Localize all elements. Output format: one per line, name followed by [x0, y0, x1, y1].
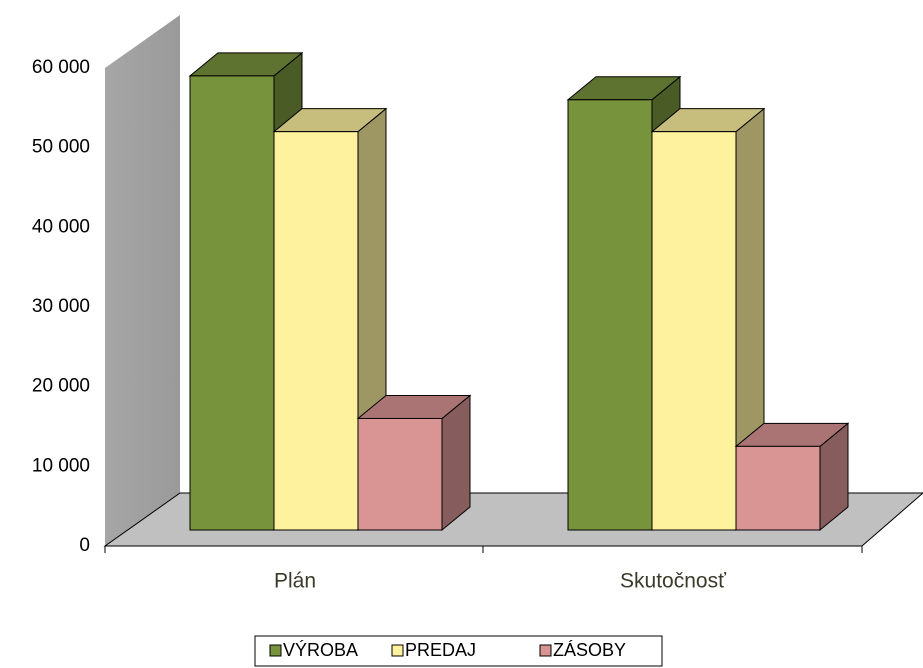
- y-tick-label: 40 000: [32, 216, 90, 237]
- legend-swatch: [269, 644, 282, 657]
- y-tick-label: 60 000: [32, 57, 90, 78]
- y-tick-label: 50 000: [32, 137, 90, 158]
- bar: [273, 131, 359, 531]
- y-tick-label: 20 000: [32, 376, 90, 397]
- bar: [735, 445, 821, 531]
- legend-label: ZÁSOBY: [553, 640, 626, 660]
- x-tick-label: Plán: [274, 570, 316, 593]
- y-tick-label: 0: [79, 535, 90, 556]
- bar: [357, 417, 443, 531]
- y-tick-label: 10 000: [32, 455, 90, 476]
- legend-swatch: [391, 644, 404, 657]
- bar: [189, 75, 275, 531]
- legend-label: VÝROBA: [283, 640, 358, 660]
- bar: [651, 131, 737, 531]
- back-wall: [105, 15, 180, 546]
- x-tick-label: Skutočnosť: [620, 570, 727, 593]
- y-tick-label: 30 000: [32, 296, 90, 317]
- bar: [567, 99, 653, 531]
- legend-box: [254, 635, 663, 667]
- legend-swatch: [539, 644, 552, 657]
- legend-label: PREDAJ: [405, 640, 476, 660]
